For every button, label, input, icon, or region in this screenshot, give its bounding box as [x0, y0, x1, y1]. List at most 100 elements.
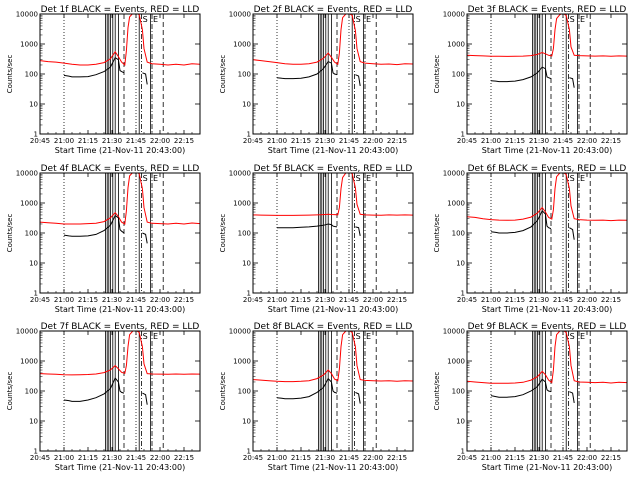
x-tick-label: 21:30 — [102, 454, 122, 462]
x-tick-label: 22:00 — [150, 296, 170, 304]
x-tick-label: 21:15 — [78, 454, 98, 462]
plot-frame — [252, 172, 414, 294]
events-series-line — [63, 56, 125, 78]
start-marker-label: S — [143, 332, 148, 341]
events-series-line — [277, 223, 338, 229]
plot-frame — [39, 13, 201, 135]
lld-series-line — [467, 14, 627, 57]
x-tick-label: 21:30 — [315, 454, 335, 462]
x-tick-label: 21:15 — [78, 296, 98, 304]
x-tick-label: 21:00 — [54, 454, 74, 462]
end-marker-label: E — [366, 174, 371, 183]
panel-det-8f: Det 8f BLACK = Events, RED = LLD Counts/s… — [219, 322, 414, 472]
x-tick-label: 22:00 — [150, 137, 170, 145]
lld-series-line — [467, 173, 627, 222]
x-axis-title: Start Time (21-Nov-11 20:43:00) — [55, 146, 185, 155]
x-tick-label: 22:15 — [174, 137, 194, 145]
lld-series-line — [40, 331, 200, 376]
x-tick-label: 22:15 — [601, 454, 621, 462]
x-tick-label: 21:45 — [339, 454, 359, 462]
plot-frame — [39, 330, 201, 452]
y-tick-label: 10000 — [443, 11, 465, 19]
x-tick-label: 21:15 — [291, 454, 311, 462]
y-tick-label: 10 — [242, 418, 251, 426]
panel-det-3f: Det 3f BLACK = Events, RED = LLD Counts/s… — [433, 5, 628, 155]
y-tick-label: 1 — [34, 448, 38, 456]
start-marker-label: S — [570, 332, 575, 341]
x-tick-label: 21:45 — [339, 137, 359, 145]
y-tick-label: 10 — [29, 260, 38, 268]
x-tick-label: 21:30 — [529, 296, 549, 304]
y-tick-label: 100 — [25, 388, 38, 396]
events-series-line — [490, 378, 552, 398]
x-tick-label: 22:00 — [363, 137, 383, 145]
y-tick-label: 10 — [456, 418, 465, 426]
y-tick-label: 100 — [238, 71, 251, 79]
x-tick-label: 21:15 — [505, 137, 525, 145]
x-axis-title: Start Time (21-Nov-11 20:43:00) — [55, 463, 185, 472]
panel-title: Det 7f BLACK = Events, RED = LLD — [41, 322, 200, 332]
y-tick-label: 10000 — [16, 170, 38, 178]
x-axis-title: Start Time (21-Nov-11 20:43:00) — [268, 305, 398, 314]
y-tick-label: 1 — [34, 290, 38, 298]
x-tick-label: 21:00 — [267, 296, 287, 304]
panel-title: Det 1f BLACK = Events, RED = LLD — [41, 5, 200, 15]
y-tick-label: 10 — [456, 260, 465, 268]
end-marker-label: E — [580, 332, 585, 341]
x-tick-label: 21:45 — [553, 137, 573, 145]
y-tick-label: 10 — [242, 260, 251, 268]
end-marker-label: E — [366, 332, 371, 341]
y-tick-label: 1000 — [233, 200, 251, 208]
y-axis-title: Counts/sec — [433, 55, 441, 94]
y-tick-label: 1 — [247, 290, 251, 298]
panel-title: Det 2f BLACK = Events, RED = LLD — [254, 5, 413, 15]
y-tick-label: 100 — [452, 230, 465, 238]
panel-det-4f: Det 4f BLACK = Events, RED = LLD Counts/s… — [6, 164, 201, 314]
start-marker-label: S — [143, 174, 148, 183]
y-tick-label: 1000 — [447, 200, 465, 208]
y-tick-label: 10000 — [443, 328, 465, 336]
y-axis-title: Counts/sec — [6, 214, 14, 253]
x-tick-label: 20:45 — [457, 296, 477, 304]
x-tick-label: 21:15 — [505, 454, 525, 462]
x-tick-label: 21:30 — [102, 296, 122, 304]
end-marker-label: E — [580, 15, 585, 24]
events-series-line-post — [569, 391, 575, 403]
x-tick-label: 20:45 — [30, 454, 50, 462]
events-series-line — [276, 377, 338, 400]
x-tick-label: 21:00 — [267, 454, 287, 462]
x-tick-label: 21:15 — [291, 137, 311, 145]
x-tick-label: 21:15 — [78, 137, 98, 145]
events-series-line-post — [569, 227, 575, 240]
x-tick-label: 21:00 — [54, 296, 74, 304]
panel-title: Det 5f BLACK = Events, RED = LLD — [254, 164, 413, 174]
panel-det-6f: Det 6f BLACK = Events, RED = LLD Counts/s… — [433, 164, 628, 314]
x-tick-label: 21:30 — [315, 296, 335, 304]
panel-det-9f: Det 9f BLACK = Events, RED = LLD Counts/s… — [433, 322, 628, 472]
y-tick-label: 1 — [461, 290, 465, 298]
y-tick-label: 1 — [247, 131, 251, 139]
y-tick-label: 1000 — [233, 41, 251, 49]
x-tick-label: 21:45 — [126, 137, 146, 145]
y-tick-label: 10 — [29, 418, 38, 426]
x-tick-label: 22:15 — [601, 137, 621, 145]
x-tick-label: 21:00 — [267, 137, 287, 145]
y-tick-label: 100 — [238, 388, 251, 396]
y-tick-label: 1 — [461, 131, 465, 139]
lld-series-line — [253, 331, 413, 383]
lld-series-line — [40, 14, 200, 67]
y-tick-label: 1 — [461, 448, 465, 456]
plot-frame — [252, 13, 414, 135]
x-tick-label: 21:45 — [126, 296, 146, 304]
events-series-line — [490, 209, 552, 234]
y-axis-title: Counts/sec — [219, 214, 227, 253]
x-tick-label: 22:15 — [387, 137, 407, 145]
lld-series-line — [253, 14, 413, 66]
panel-title: Det 4f BLACK = Events, RED = LLD — [41, 164, 200, 174]
events-series-line — [63, 377, 125, 402]
events-series-line-post — [142, 72, 148, 85]
x-tick-label: 22:00 — [577, 454, 597, 462]
events-series-line — [490, 66, 552, 83]
x-tick-label: 21:30 — [102, 137, 122, 145]
